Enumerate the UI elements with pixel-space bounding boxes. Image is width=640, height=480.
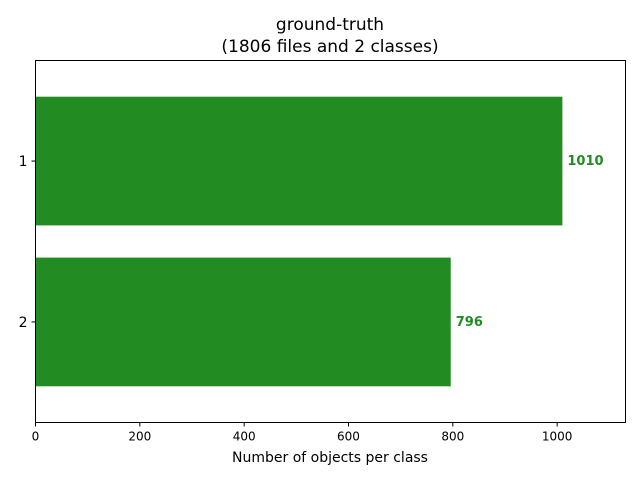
- x-tick-label: 200: [128, 430, 151, 444]
- x-tick-label: 400: [233, 430, 256, 444]
- x-tick-label: 1000: [542, 430, 573, 444]
- plot-frame: [35, 60, 626, 423]
- chart-subtitle: (1806 files and 2 classes): [221, 37, 438, 57]
- bars-group: [35, 96, 563, 387]
- x-tick-label: 600: [337, 430, 360, 444]
- bar-class-1: [35, 96, 563, 226]
- chart-title: ground-truth: [276, 15, 384, 35]
- x-ticks: 0 200 400 600 800 1000: [32, 422, 573, 444]
- value-labels-group: 1010 796: [456, 154, 604, 330]
- x-tick-label: 800: [441, 430, 464, 444]
- bar-class-2: [35, 257, 451, 387]
- value-label-class-1: 1010: [567, 154, 603, 169]
- y-category-label: 2: [19, 315, 28, 331]
- value-label-class-2: 796: [456, 315, 483, 330]
- x-tick-label: 0: [32, 430, 40, 444]
- x-axis-label: Number of objects per class: [232, 450, 428, 466]
- y-category-label: 1: [19, 154, 28, 170]
- y-category-labels: 12: [19, 154, 36, 331]
